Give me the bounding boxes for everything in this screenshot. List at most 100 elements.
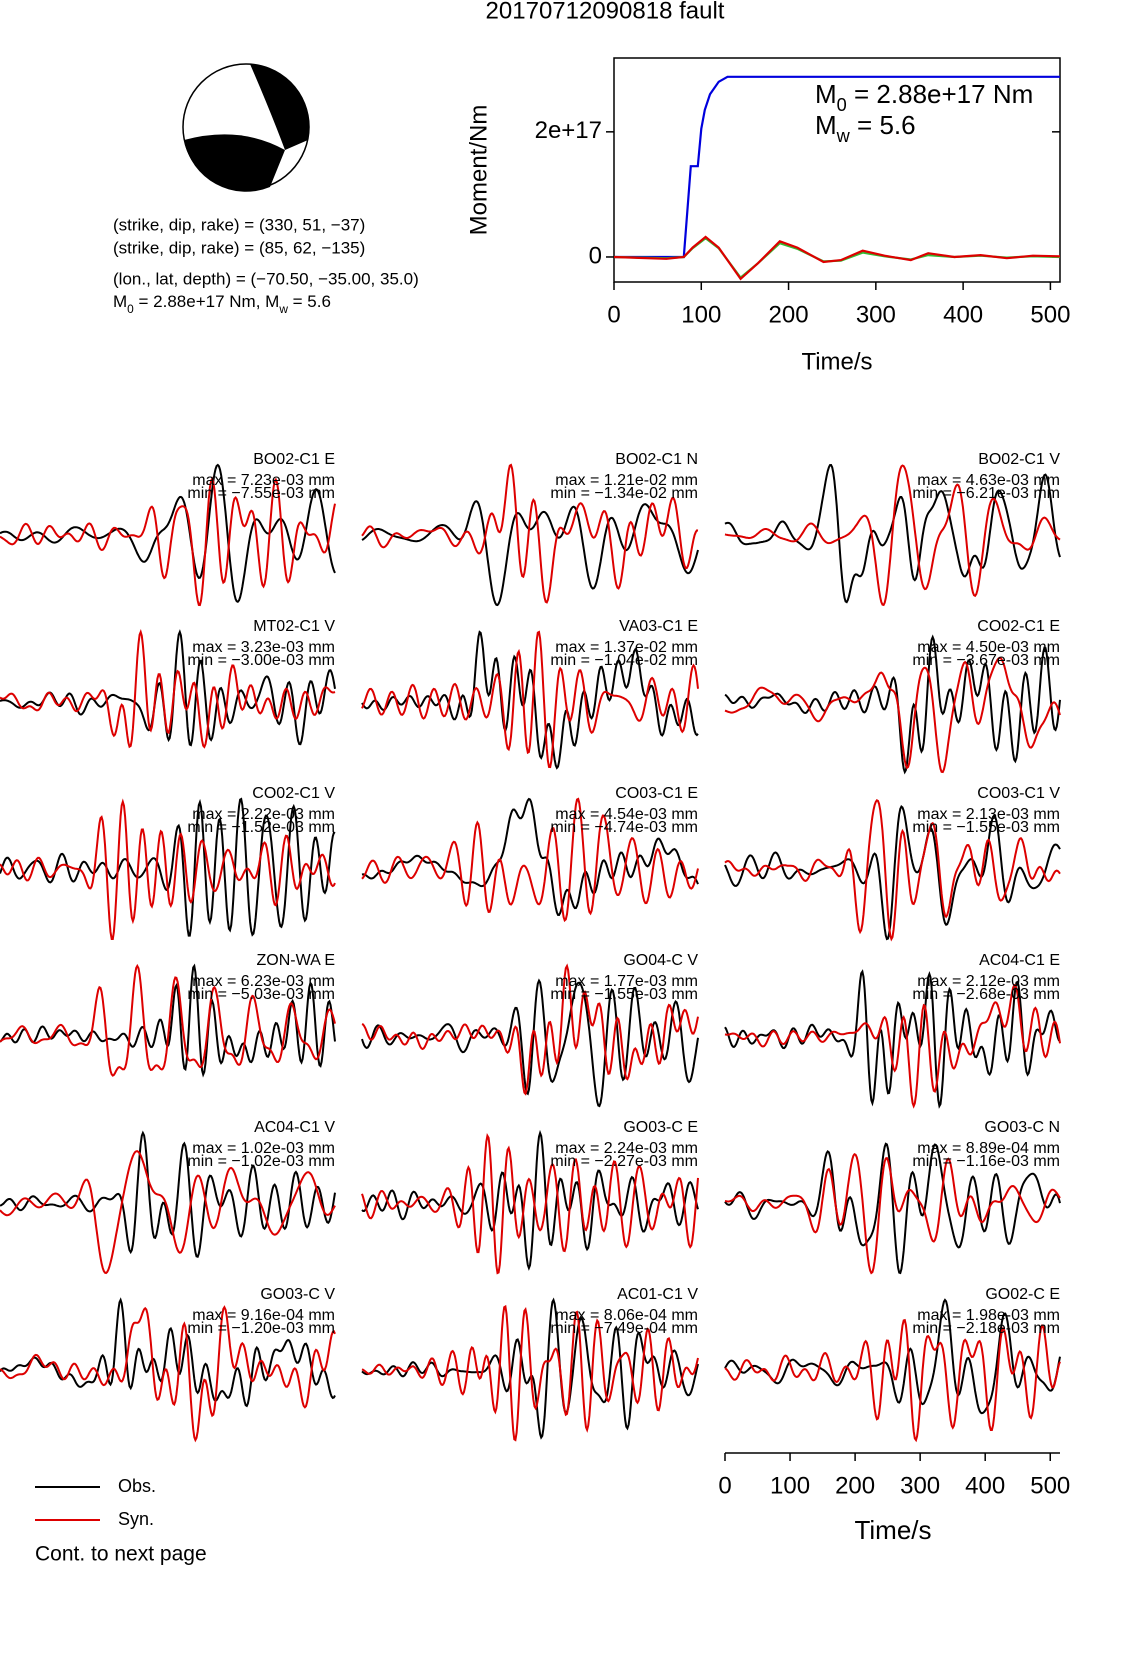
- max-label: max = 4.50e-03 mm: [917, 639, 1060, 656]
- min-label: min = −1.52e-03 mm: [187, 819, 335, 836]
- beachball-quadrant: [184, 134, 285, 192]
- x-tick-label: 400: [965, 1472, 1005, 1499]
- x-tick-label: 200: [835, 1472, 875, 1499]
- synthetic-waveform: [361, 1304, 699, 1442]
- text-part: = 2.88e+17 Nm: [847, 79, 1033, 109]
- max-label: max = 4.63e-03 mm: [917, 472, 1060, 489]
- max-label: max = 8.06e-04 mm: [555, 1307, 698, 1324]
- min-label: min = −1.20e-03 mm: [187, 1320, 335, 1337]
- synthetic-waveform: [724, 799, 1061, 942]
- station-label: BO02-C1 V: [978, 451, 1060, 468]
- synthetic-waveform: [361, 1133, 699, 1275]
- x-axis-label: Time/s: [801, 348, 872, 375]
- max-label: max = 9.16e-04 mm: [192, 1307, 335, 1324]
- note: Cont. to next page: [35, 1543, 207, 1566]
- max-label: max = 2.24e-03 mm: [555, 1140, 698, 1157]
- page-title: 20170712090818 fault: [486, 0, 725, 24]
- text-part: M: [815, 110, 837, 140]
- observed-waveform: [724, 1298, 1061, 1415]
- synthetic-waveform: [0, 1150, 336, 1275]
- x-tick-label: 0: [607, 301, 620, 328]
- x-tick-label: 500: [1030, 301, 1070, 328]
- text-part: = 5.6: [288, 292, 331, 311]
- synthetic-waveform: [724, 464, 1061, 607]
- station-label: GO04-C V: [623, 952, 698, 969]
- y-tick-label: 2e+17: [535, 117, 602, 144]
- min-label: min = −4.74e-03 mm: [550, 819, 698, 836]
- observed-waveform: [724, 805, 1061, 941]
- observed-waveform: [0, 1297, 336, 1408]
- synthetic-waveform: [361, 463, 699, 604]
- station-label: CO03-C1 V: [977, 785, 1060, 802]
- max-label: max = 2.12e-03 mm: [917, 973, 1060, 990]
- min-label: min = −1.04e-02 mm: [550, 652, 698, 669]
- y-tick-label: 0: [589, 242, 602, 269]
- series-line: [613, 235, 1061, 281]
- y-axis-label: Moment/Nm: [465, 105, 492, 236]
- synthetic-waveform: [0, 476, 336, 607]
- max-label: max = 1.21e-02 mm: [555, 472, 698, 489]
- min-label: min = −1.55e-03 mm: [550, 986, 698, 1003]
- subscript: w: [278, 302, 288, 316]
- station-label: GO02-C E: [985, 1286, 1060, 1303]
- moment-line: M0 = 2.88e+17 Nm, Mw = 5.6: [113, 292, 331, 316]
- min-label: min = −1.55e-03 mm: [912, 819, 1060, 836]
- x-tick-label: 200: [769, 301, 809, 328]
- mechanism-line: (strike, dip, rake) = (85, 62, −135): [113, 238, 365, 257]
- max-label: max = 1.98e-03 mm: [917, 1307, 1060, 1324]
- synthetic-waveform: [361, 963, 699, 1096]
- beachball: [182, 63, 310, 192]
- max-label: max = 2.22e-03 mm: [192, 806, 335, 823]
- text-part: = 2.88e+17 Nm, M: [134, 292, 280, 311]
- min-label: min = −7.55e-03 mm: [187, 485, 335, 502]
- x-tick-label: 500: [1030, 1472, 1070, 1499]
- station-label: ZON-WA E: [256, 952, 335, 969]
- min-label: min = −1.16e-03 mm: [912, 1153, 1060, 1170]
- x-tick-label: 300: [856, 301, 896, 328]
- min-label: min = −2.68e-03 mm: [912, 986, 1060, 1003]
- max-label: max = 3.23e-03 mm: [192, 639, 335, 656]
- x-axis-label: Time/s: [854, 1515, 931, 1545]
- observed-waveform: [724, 634, 1061, 775]
- synthetic-waveform: [724, 1318, 1061, 1443]
- observed-waveform: [361, 630, 699, 770]
- annotation: M0 = 2.88e+17 Nm: [815, 79, 1033, 115]
- max-label: max = 7.23e-03 mm: [192, 472, 335, 489]
- max-label: max = 2.13e-03 mm: [917, 806, 1060, 823]
- max-label: max = 6.23e-03 mm: [192, 973, 335, 990]
- max-label: max = 8.89e-04 mm: [917, 1140, 1060, 1157]
- subscript: w: [836, 126, 851, 146]
- min-label: min = −3.67e-03 mm: [912, 652, 1060, 669]
- synthetic-waveform: [724, 656, 1061, 774]
- synthetic-waveform: [361, 630, 699, 769]
- plot-frame: [613, 57, 1061, 283]
- synthetic-waveform: [0, 963, 336, 1077]
- legend-label: Obs.: [118, 1476, 156, 1496]
- subscript: 0: [837, 95, 847, 115]
- mechanism-line: (strike, dip, rake) = (330, 51, −37): [113, 215, 365, 234]
- min-label: min = −5.03e-03 mm: [187, 986, 335, 1003]
- min-label: min = −7.49e-04 mm: [550, 1320, 698, 1337]
- observed-waveform: [361, 797, 699, 917]
- station-label: VA03-C1 E: [619, 618, 698, 635]
- synthetic-waveform: [0, 1305, 336, 1443]
- series-line: [614, 75, 1060, 259]
- max-label: max = 1.37e-02 mm: [555, 639, 698, 656]
- observed-waveform: [724, 1142, 1061, 1275]
- station-label: CO03-C1 E: [615, 785, 698, 802]
- synthetic-waveform: [0, 798, 336, 940]
- observed-waveform: [361, 1297, 699, 1440]
- min-label: min = −1.34e-02 mm: [550, 485, 698, 502]
- annotation: Mw = 5.6: [815, 110, 916, 146]
- station-label: GO03-C N: [984, 1119, 1060, 1136]
- x-tick-label: 300: [900, 1472, 940, 1499]
- text-part: = 5.6: [850, 110, 916, 140]
- text-part: M: [815, 79, 837, 109]
- station-label: GO03-C V: [260, 1286, 335, 1303]
- station-label: AC01-C1 V: [617, 1286, 698, 1303]
- max-label: max = 1.77e-03 mm: [555, 973, 698, 990]
- station-label: AC04-C1 V: [254, 1119, 335, 1136]
- x-tick-label: 100: [770, 1472, 810, 1499]
- synthetic-waveform: [361, 797, 699, 923]
